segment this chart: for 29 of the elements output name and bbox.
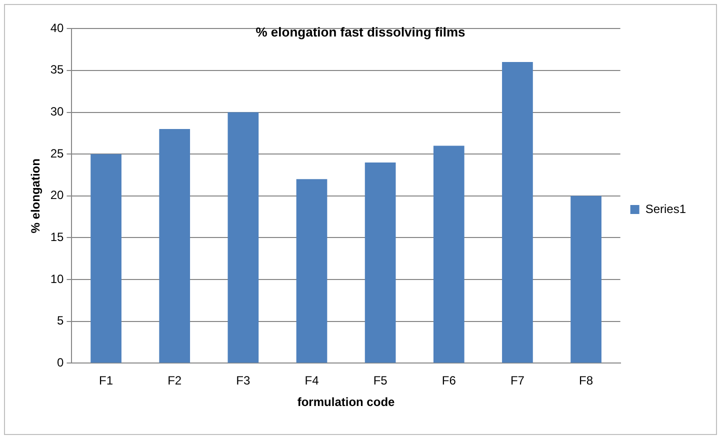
bar (433, 146, 464, 363)
bar (228, 112, 259, 363)
x-tick-label: F2 (168, 374, 182, 388)
y-tick-label: 0 (57, 356, 64, 370)
y-tick-label: 20 (50, 188, 64, 202)
x-tick-label: F8 (579, 374, 594, 388)
bar (296, 179, 328, 363)
x-tick-label: F3 (236, 374, 250, 388)
x-tick-label: F5 (373, 374, 388, 388)
x-axis-title: formulation code (297, 395, 396, 410)
x-tick-label: F1 (99, 374, 114, 388)
bar (502, 62, 533, 363)
y-tick-label: 30 (50, 104, 64, 119)
y-tick-label: 10 (50, 272, 64, 286)
y-axis-title: % elongation (28, 158, 43, 234)
bar (159, 128, 190, 363)
bar (570, 196, 602, 363)
y-tick-label: 5 (57, 314, 64, 328)
chart-title: % elongation fast dissolving films (256, 24, 466, 40)
bar (364, 162, 396, 363)
y-tick-label: 40 (50, 20, 64, 35)
legend-label: Series1 (645, 202, 686, 216)
y-tick-label: 35 (50, 62, 64, 77)
y-tick-label: 25 (50, 146, 64, 160)
x-tick-label: F6 (442, 374, 456, 388)
bar (90, 154, 122, 363)
y-tick-label: 15 (50, 230, 64, 244)
x-tick-label: F7 (510, 374, 525, 388)
x-tick-label: F4 (304, 374, 320, 388)
